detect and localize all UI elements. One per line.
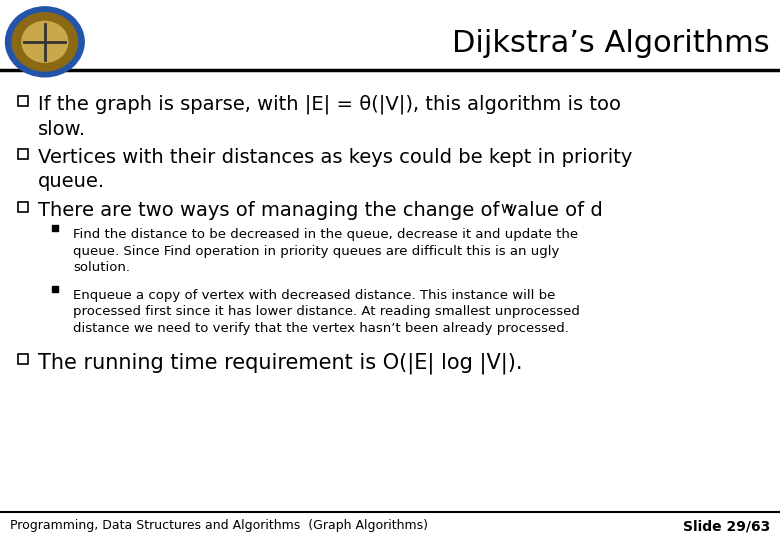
Text: :: : [508,201,514,220]
Text: Dijkstra’s Algorithms: Dijkstra’s Algorithms [452,29,770,57]
Circle shape [22,22,68,62]
FancyBboxPatch shape [18,148,28,159]
Text: Enqueue a copy of vertex with decreased distance. This instance will be
processe: Enqueue a copy of vertex with decreased … [73,289,580,335]
Text: If the graph is sparse, with |E| = θ(|V|), this algorithm is too
slow.: If the graph is sparse, with |E| = θ(|V|… [38,95,621,139]
FancyBboxPatch shape [18,354,28,363]
Text: There are two ways of managing the change of value of d: There are two ways of managing the chang… [38,201,603,220]
Circle shape [12,13,77,71]
Text: w: w [500,201,512,216]
Text: Find the distance to be decreased in the queue, decrease it and update the
queue: Find the distance to be decreased in the… [73,228,578,274]
FancyBboxPatch shape [18,201,28,212]
Text: Programming, Data Structures and Algorithms  (Graph Algorithms): Programming, Data Structures and Algorit… [10,519,428,532]
Text: The running time requirement is O(|E| log |V|).: The running time requirement is O(|E| lo… [38,353,523,375]
FancyBboxPatch shape [18,96,28,105]
Text: Vertices with their distances as keys could be kept in priority
queue.: Vertices with their distances as keys co… [38,148,633,191]
Text: Slide 29/63: Slide 29/63 [682,519,770,533]
Circle shape [5,7,84,77]
